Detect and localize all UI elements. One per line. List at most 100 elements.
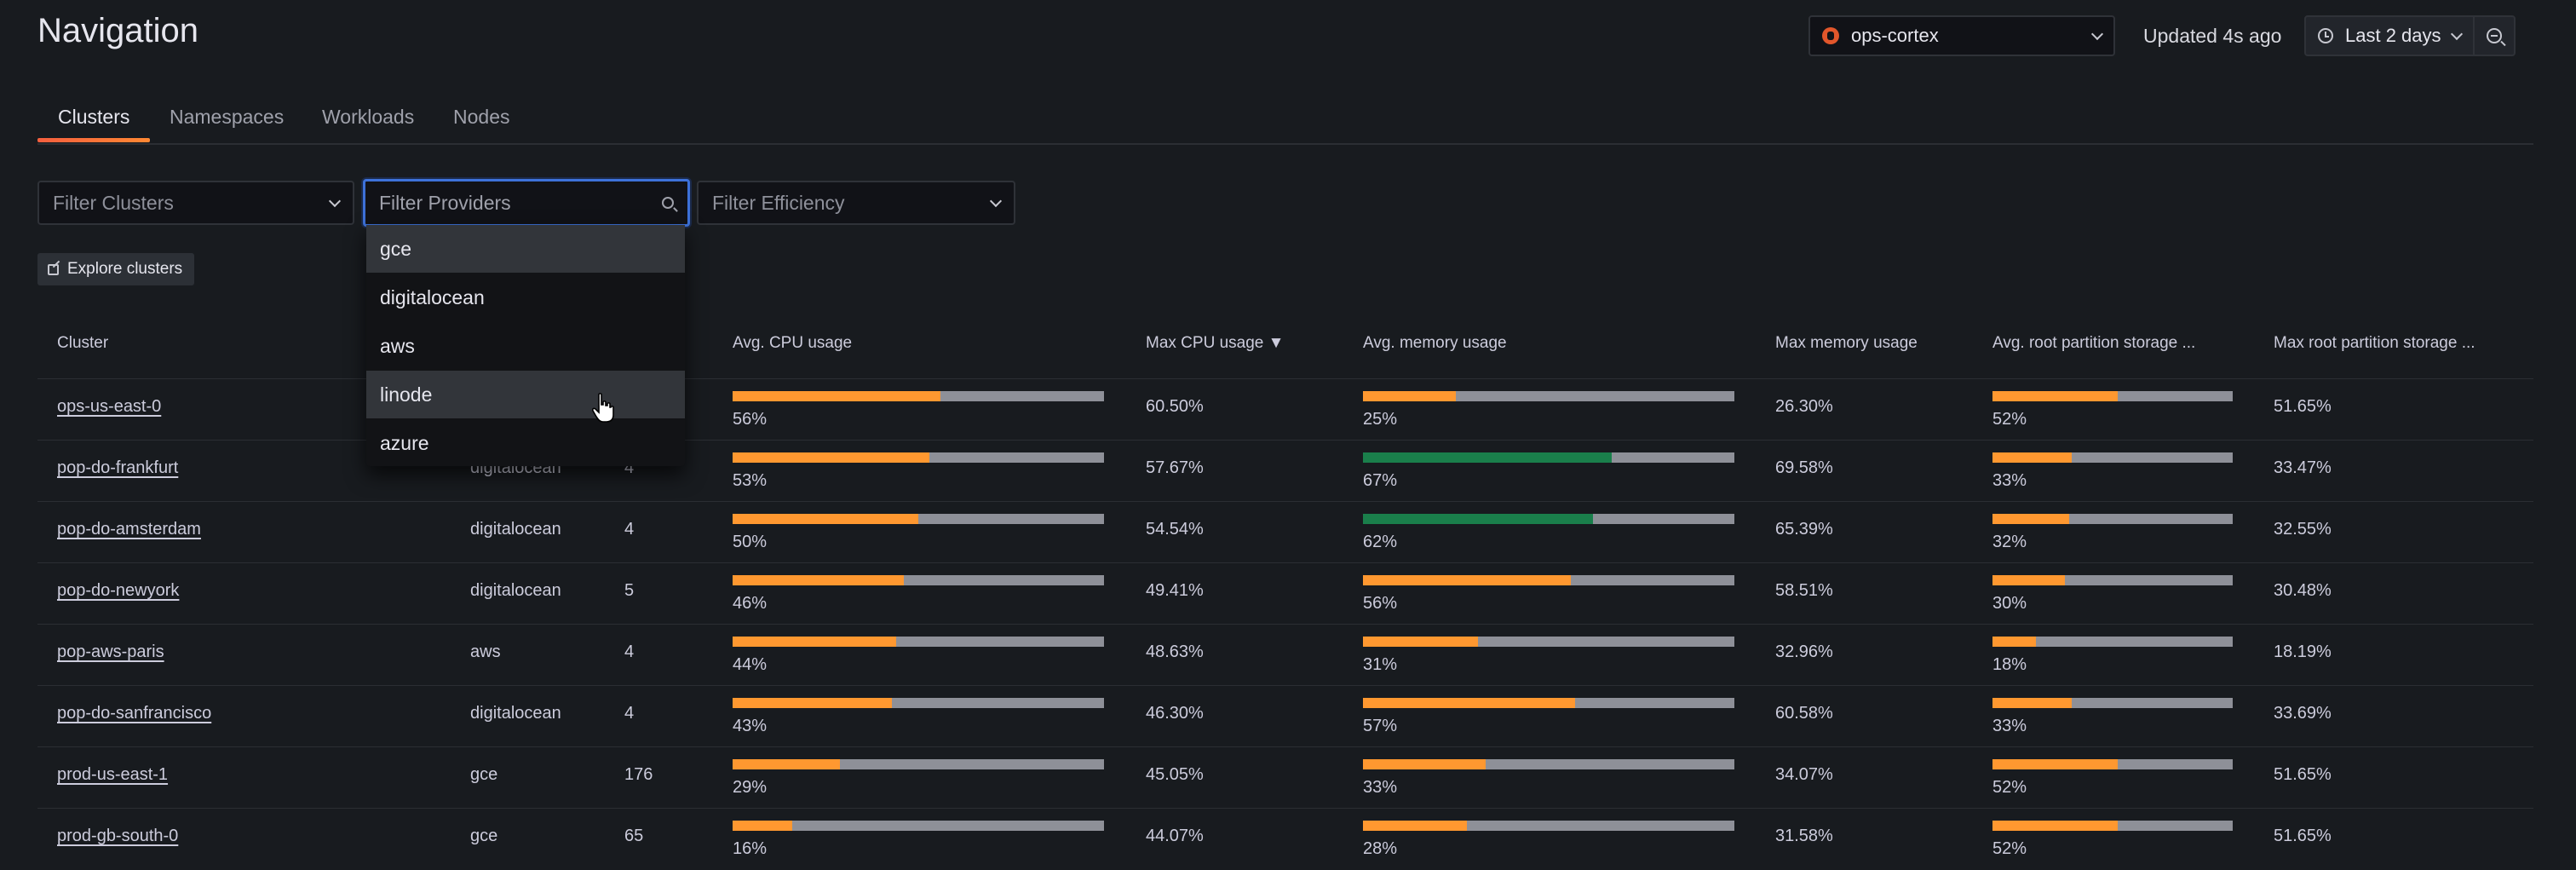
avg-memory-bar-fill [1363, 452, 1613, 463]
avg-memory-bar [1363, 575, 1734, 585]
avg-root-storage-bar-fill [1992, 391, 2118, 401]
chevron-down-icon [2450, 27, 2464, 40]
provider-option-aws[interactable]: aws [380, 334, 415, 357]
explore-clusters-button[interactable]: Explore clusters [37, 253, 195, 285]
avg-memory-bar-label: 28% [1363, 839, 1398, 858]
avg-cpu-bar [733, 452, 1104, 463]
table-row: pop-do-sanfrancisco digitalocean 4 43% 46.30… [37, 685, 2533, 747]
datasource-logo-icon [1822, 27, 1839, 44]
tab-nodes[interactable]: Nodes [453, 106, 510, 128]
datasource-picker[interactable]: ops-cortex [1808, 15, 2115, 56]
avg-memory-bar-fill [1363, 575, 1572, 585]
avg-root-storage-bar-label: 52% [1992, 410, 2027, 429]
column-header-max-cpu[interactable]: Max CPU usage ▼ [1146, 334, 1285, 352]
nodes-cell: 65 [624, 827, 644, 845]
hand-pointer-icon [592, 393, 614, 423]
max-cpu-cell: 44.07% [1146, 827, 1204, 845]
column-header-avg-root-storage[interactable]: Avg. root partition storage ... [1992, 334, 2196, 352]
provider-cell: digitalocean [470, 581, 561, 600]
zoom-out-button[interactable] [2473, 15, 2516, 56]
avg-cpu-bar-fill [733, 637, 896, 647]
avg-cpu-bar [733, 391, 1104, 401]
max-root-storage-cell: 33.69% [2274, 704, 2332, 723]
avg-cpu-bar-fill [733, 821, 792, 831]
max-cpu-cell: 57.67% [1146, 458, 1204, 477]
avg-root-storage-bar-fill [1992, 759, 2118, 769]
avg-cpu-bar-label: 56% [733, 410, 768, 429]
avg-cpu-bar-fill [733, 759, 841, 769]
avg-cpu-bar [733, 821, 1104, 831]
avg-memory-bar [1363, 514, 1734, 524]
provider-option-digitalocean[interactable]: digitalocean [380, 285, 485, 308]
external-link-icon [48, 263, 59, 275]
time-range-picker[interactable]: Last 2 days [2304, 15, 2475, 56]
avg-memory-bar [1363, 391, 1734, 401]
table-row: pop-do-newyork digitalocean 5 46% 49.41% 56% 5… [37, 562, 2533, 625]
max-cpu-cell: 54.54% [1146, 520, 1204, 539]
avg-root-storage-bar-fill [1992, 575, 2065, 585]
provider-option-linode[interactable]: linode [366, 371, 685, 418]
nodes-cell: 5 [624, 581, 635, 600]
avg-cpu-bar-label: 43% [733, 717, 768, 735]
avg-memory-bar-label: 25% [1363, 410, 1398, 429]
cluster-link[interactable]: prod-gb-south-0 [57, 827, 179, 845]
column-header-max-memory[interactable]: Max memory usage [1775, 334, 1918, 352]
filter-providers-input[interactable]: Filter Providers [363, 179, 690, 227]
filter-clusters-select[interactable]: Filter Clusters [37, 181, 354, 225]
avg-root-storage-bar-label: 32% [1992, 533, 2027, 551]
avg-memory-bar-label: 56% [1363, 594, 1398, 613]
max-memory-cell: 69.58% [1775, 458, 1833, 477]
avg-root-storage-bar [1992, 759, 2233, 769]
datasource-label: ops-cortex [1851, 25, 1939, 46]
avg-root-storage-bar [1992, 821, 2233, 831]
avg-root-storage-bar [1992, 575, 2233, 585]
avg-cpu-bar [733, 514, 1104, 524]
avg-cpu-bar-label: 46% [733, 594, 768, 613]
avg-memory-bar-label: 67% [1363, 471, 1398, 490]
cluster-link[interactable]: pop-do-newyork [57, 581, 180, 600]
max-root-storage-cell: 18.19% [2274, 642, 2332, 661]
column-header-avg-cpu[interactable]: Avg. CPU usage [733, 334, 853, 352]
provider-option-gce[interactable]: gce [366, 225, 685, 273]
filter-efficiency-placeholder: Filter Efficiency [712, 191, 845, 214]
provider-cell: digitalocean [470, 520, 561, 539]
nodes-cell: 4 [624, 458, 635, 477]
max-memory-cell: 65.39% [1775, 520, 1833, 539]
max-root-storage-cell: 33.47% [2274, 458, 2332, 477]
cluster-link[interactable]: pop-aws-paris [57, 642, 164, 661]
filter-efficiency-select[interactable]: Filter Efficiency [697, 181, 1015, 225]
tab-namespaces[interactable]: Namespaces [170, 106, 285, 128]
page-title: Navigation [37, 12, 199, 49]
avg-root-storage-bar-label: 33% [1992, 471, 2027, 490]
cluster-link[interactable]: ops-us-east-0 [57, 397, 162, 416]
avg-root-storage-bar-label: 33% [1992, 717, 2027, 735]
avg-memory-bar [1363, 452, 1734, 463]
tab-clusters[interactable]: Clusters [58, 106, 130, 128]
avg-root-storage-bar-fill [1992, 698, 2073, 708]
avg-memory-bar-label: 33% [1363, 778, 1398, 797]
nodes-cell: 176 [624, 765, 653, 784]
avg-cpu-bar [733, 575, 1104, 585]
avg-memory-bar-fill [1363, 821, 1468, 831]
max-root-storage-cell: 51.65% [2274, 765, 2332, 784]
avg-memory-bar-fill [1363, 391, 1456, 401]
max-cpu-cell: 60.50% [1146, 397, 1204, 416]
column-header-avg-memory[interactable]: Avg. memory usage [1363, 334, 1507, 352]
provider-option-azure[interactable]: azure [380, 431, 429, 454]
avg-cpu-bar-fill [733, 452, 930, 463]
avg-root-storage-bar-label: 18% [1992, 655, 2027, 674]
avg-root-storage-bar-fill [1992, 452, 2073, 463]
avg-memory-bar [1363, 637, 1734, 647]
table-row: pop-do-amsterdam digitalocean 4 50% 54.54% 62… [37, 501, 2533, 563]
updated-status: Updated 4s ago [2143, 25, 2282, 47]
column-header-cluster[interactable]: Cluster [57, 334, 109, 352]
cluster-link[interactable]: prod-us-east-1 [57, 765, 169, 784]
cluster-link[interactable]: pop-do-sanfrancisco [57, 704, 212, 723]
active-tab-indicator [37, 138, 150, 142]
column-header-max-root-storage[interactable]: Max root partition storage ... [2274, 334, 2475, 352]
tab-workloads[interactable]: Workloads [322, 106, 415, 128]
max-cpu-cell: 49.41% [1146, 581, 1204, 600]
cluster-link[interactable]: pop-do-amsterdam [57, 520, 201, 539]
cluster-link[interactable]: pop-do-frankfurt [57, 458, 179, 477]
chevron-down-icon [328, 194, 342, 207]
